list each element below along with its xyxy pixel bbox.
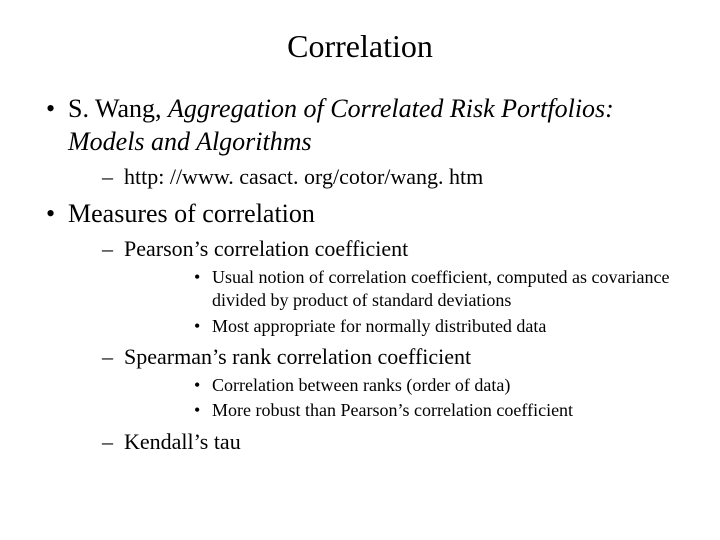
spearman-note1: Correlation between ranks (order of data…	[124, 374, 680, 397]
bullet-measures: Measures of correlation Pearson’s correl…	[40, 198, 680, 457]
bullet-list-level2: http: //www. casact. org/cotor/wang. htm	[68, 162, 680, 192]
slide: Correlation S. Wang, Aggregation of Corr…	[0, 0, 720, 540]
kendall-label: Kendall’s tau	[124, 429, 241, 454]
spearman-item: Spearman’s rank correlation coefficient …	[68, 342, 680, 422]
bullet-list-level3: Correlation between ranks (order of data…	[124, 374, 680, 423]
pearson-item: Pearson’s correlation coefficient Usual …	[68, 234, 680, 338]
measures-heading: Measures of correlation	[68, 199, 315, 228]
pearson-label: Pearson’s correlation coefficient	[124, 236, 408, 261]
author-text: S. Wang,	[68, 94, 168, 123]
slide-title: Correlation	[40, 28, 680, 65]
pearson-note1: Usual notion of correlation coefficient,…	[124, 266, 680, 313]
spearman-note2: More robust than Pearson’s correlation c…	[124, 399, 680, 422]
bullet-list-level2: Pearson’s correlation coefficient Usual …	[68, 234, 680, 456]
bullet-reference: S. Wang, Aggregation of Correlated Risk …	[40, 93, 680, 192]
bullet-list-level3: Usual notion of correlation coefficient,…	[124, 266, 680, 338]
reference-url: http: //www. casact. org/cotor/wang. htm	[68, 162, 680, 192]
spearman-label: Spearman’s rank correlation coefficient	[124, 344, 471, 369]
bullet-list-level1: S. Wang, Aggregation of Correlated Risk …	[40, 93, 680, 456]
kendall-item: Kendall’s tau	[68, 427, 680, 457]
pearson-note2: Most appropriate for normally distribute…	[124, 315, 680, 338]
